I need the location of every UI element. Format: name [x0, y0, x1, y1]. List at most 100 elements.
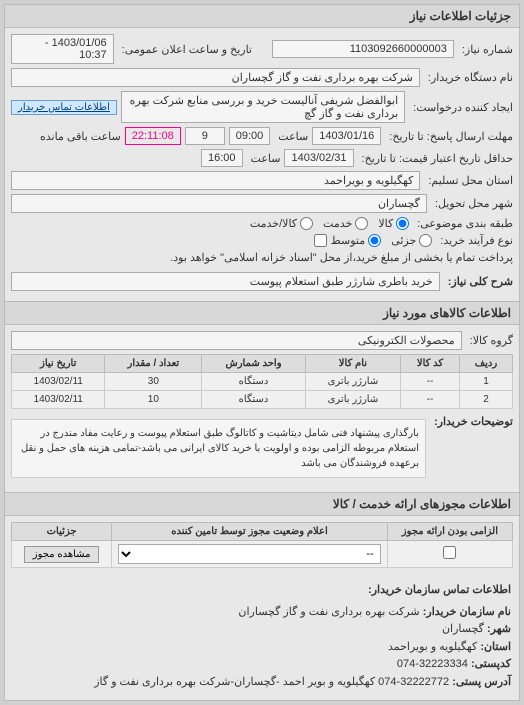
table-cell: 10 — [105, 391, 202, 409]
table-cell: 1 — [459, 373, 512, 391]
deadline-date-field: 1403/01/16 — [312, 127, 381, 145]
contact-city-label: شهر: — [487, 623, 511, 635]
contact-city: گچساران — [442, 623, 484, 635]
buy-note: پرداخت تمام یا بخشی از مبلغ خرید،از محل … — [166, 251, 513, 264]
pkg-service-input[interactable] — [355, 217, 368, 230]
pkg-mixed-radio[interactable]: کالا/خدمت — [250, 217, 313, 230]
pkg-goods-radio[interactable]: کالا — [378, 217, 409, 230]
min-date-label: حداقل تاریخ اعتبار قیمت: تا تاریخ: — [358, 152, 513, 165]
contact-province-label: استان: — [480, 641, 511, 653]
col-rownum: ردیف — [459, 355, 512, 373]
permit-col-mandatory: الزامی بودن ارائه مجوز — [387, 523, 512, 541]
buy-partial-radio[interactable]: جزئی — [391, 234, 432, 247]
notes-text: بارگذاری پیشنهاد فنی شامل دیتاشیت و کاتا… — [11, 419, 426, 478]
table-cell: دستگاه — [202, 373, 305, 391]
col-unit: واحد شمارش — [202, 355, 305, 373]
group-label: گروه کالا: — [466, 334, 513, 347]
permit-title: اطلاعات مجوزهای ارائه خدمت / کالا — [5, 492, 519, 516]
table-row: 1--شارژر باتریدستگاه301403/02/11 — [12, 373, 513, 391]
table-cell: شارژر باتری — [305, 391, 400, 409]
buy-partial-input[interactable] — [419, 234, 432, 247]
buy-mid-radio[interactable]: متوسط — [331, 234, 382, 247]
pkg-mixed-input[interactable] — [300, 217, 313, 230]
group-field: محصولات الکترونیکی — [11, 331, 462, 350]
permit-table: الزامی بودن ارائه مجوز اعلام وضعیت مجوز … — [11, 522, 513, 568]
contact-title: اطلاعات تماس سازمان خریدار: — [13, 582, 511, 600]
creator-field: ابوالفضل شریفی آنالیست خرید و بررسی مناب… — [121, 91, 405, 123]
buy-mid-input[interactable] — [368, 234, 381, 247]
permit-mandatory-cell — [387, 541, 512, 568]
treasury-checkbox[interactable] — [314, 234, 327, 247]
permit-header-row: الزامی بودن ارائه مجوز اعلام وضعیت مجوز … — [12, 523, 513, 541]
pkg-label: طبقه بندی موضوعی: — [413, 217, 513, 230]
info-body: شماره نیاز: 1103092660000003 تاریخ و ساع… — [5, 28, 519, 301]
permit-col-details: جزئیات — [12, 523, 112, 541]
org-field: شرکت بهره برداری نفت و گاز گچساران — [11, 68, 420, 87]
main-panel: جزئیات اطلاعات نیاز شماره نیاز: 11030926… — [4, 4, 520, 701]
pkg-goods-label: کالا — [378, 217, 393, 230]
desc-label: شرح کلی نیاز: — [444, 275, 513, 288]
contact-postal: 32223334-074 — [397, 658, 468, 670]
pkg-mixed-label: کالا/خدمت — [250, 217, 297, 230]
pkg-service-label: خدمت — [323, 217, 352, 230]
min-time-field: 16:00 — [201, 149, 243, 167]
col-date: تاریخ نیاز — [12, 355, 105, 373]
buy-type-label: نوع فرآیند خرید: — [436, 234, 513, 247]
goods-header-row: ردیف کد کالا نام کالا واحد شمارش تعداد /… — [12, 355, 513, 373]
time-label-2: ساعت — [247, 152, 281, 165]
col-qty: تعداد / مقدار — [105, 355, 202, 373]
goods-title: اطلاعات کالاهای مورد نیاز — [5, 301, 519, 325]
permit-status-select[interactable]: -- — [118, 544, 381, 564]
table-row: 2--شارژر باتریدستگاه101403/02/11 — [12, 391, 513, 409]
permit-details-cell: مشاهده مجوز — [12, 541, 112, 568]
min-date-field: 1403/02/31 — [284, 149, 353, 167]
contact-buyer-button[interactable]: اطلاعات تماس خریدار — [11, 100, 117, 115]
table-cell: 2 — [459, 391, 512, 409]
remaining-label: ساعت باقی مانده — [36, 130, 121, 143]
desc-field: خرید باطری شارژر طبق استعلام پیوست — [11, 272, 440, 291]
contact-postal-label: کدپستی: — [471, 658, 511, 670]
req-no-field: 1103092660000003 — [272, 40, 454, 58]
table-cell: دستگاه — [202, 391, 305, 409]
city-label: شهر محل تحویل: — [431, 197, 513, 210]
panel-title: جزئیات اطلاعات نیاز — [5, 5, 519, 28]
permit-status-cell: -- — [112, 541, 388, 568]
pub-date-field: 1403/01/06 - 10:37 — [11, 34, 114, 64]
table-cell: 30 — [105, 373, 202, 391]
days-field: 9 — [185, 127, 225, 145]
contact-addr: 32222772-074 کهگیلویه و بویر احمد -گچسار… — [94, 676, 449, 688]
col-name: نام کالا — [305, 355, 400, 373]
notes-label: توضیحات خریدار: — [430, 415, 513, 428]
goods-table: ردیف کد کالا نام کالا واحد شمارش تعداد /… — [11, 354, 513, 409]
goods-body: گروه کالا: محصولات الکترونیکی ردیف کد کا… — [5, 325, 519, 492]
permit-col-status: اعلام وضعیت مجوز توسط تامین کننده — [112, 523, 388, 541]
table-cell: شارژر باتری — [305, 373, 400, 391]
permit-row: -- مشاهده مجوز — [12, 541, 513, 568]
city-field: گچساران — [11, 194, 427, 213]
deadline-label: مهلت ارسال پاسخ: تا تاریخ: — [385, 130, 513, 143]
pkg-goods-input[interactable] — [396, 217, 409, 230]
permit-body: الزامی بودن ارائه مجوز اعلام وضعیت مجوز … — [5, 516, 519, 574]
contact-org: شرکت بهره برداری نفت و گاز گچساران — [238, 606, 419, 618]
pub-date-label: تاریخ و ساعت اعلان عمومی: — [118, 43, 252, 56]
req-no-label: شماره نیاز: — [458, 43, 513, 56]
countdown-timer: 22:11:08 — [125, 127, 181, 145]
contact-addr-label: آدرس پستی: — [452, 676, 511, 688]
org-label: نام دستگاه خریدار: — [424, 71, 513, 84]
buy-mid-label: متوسط — [331, 234, 366, 247]
table-cell: -- — [401, 391, 460, 409]
pkg-service-radio[interactable]: خدمت — [323, 217, 368, 230]
pkg-radio-group: کالا خدمت کالا/خدمت — [250, 217, 409, 230]
view-permit-button[interactable]: مشاهده مجوز — [24, 546, 100, 563]
table-cell: 1403/02/11 — [12, 373, 105, 391]
deadline-time-field: 09:00 — [229, 127, 271, 145]
buy-type-group: جزئی متوسط — [331, 234, 433, 247]
time-label-1: ساعت — [274, 130, 308, 143]
province-field: کهگیلویه و بویراحمد — [11, 171, 420, 190]
province-label: استان محل تسلیم: — [424, 174, 513, 187]
contact-block: اطلاعات تماس سازمان خریدار: نام سازمان خ… — [5, 574, 519, 700]
contact-org-label: نام سازمان خریدار: — [423, 606, 511, 618]
table-cell: 1403/02/11 — [12, 391, 105, 409]
col-code: کد کالا — [401, 355, 460, 373]
permit-mandatory-checkbox[interactable] — [443, 546, 456, 559]
